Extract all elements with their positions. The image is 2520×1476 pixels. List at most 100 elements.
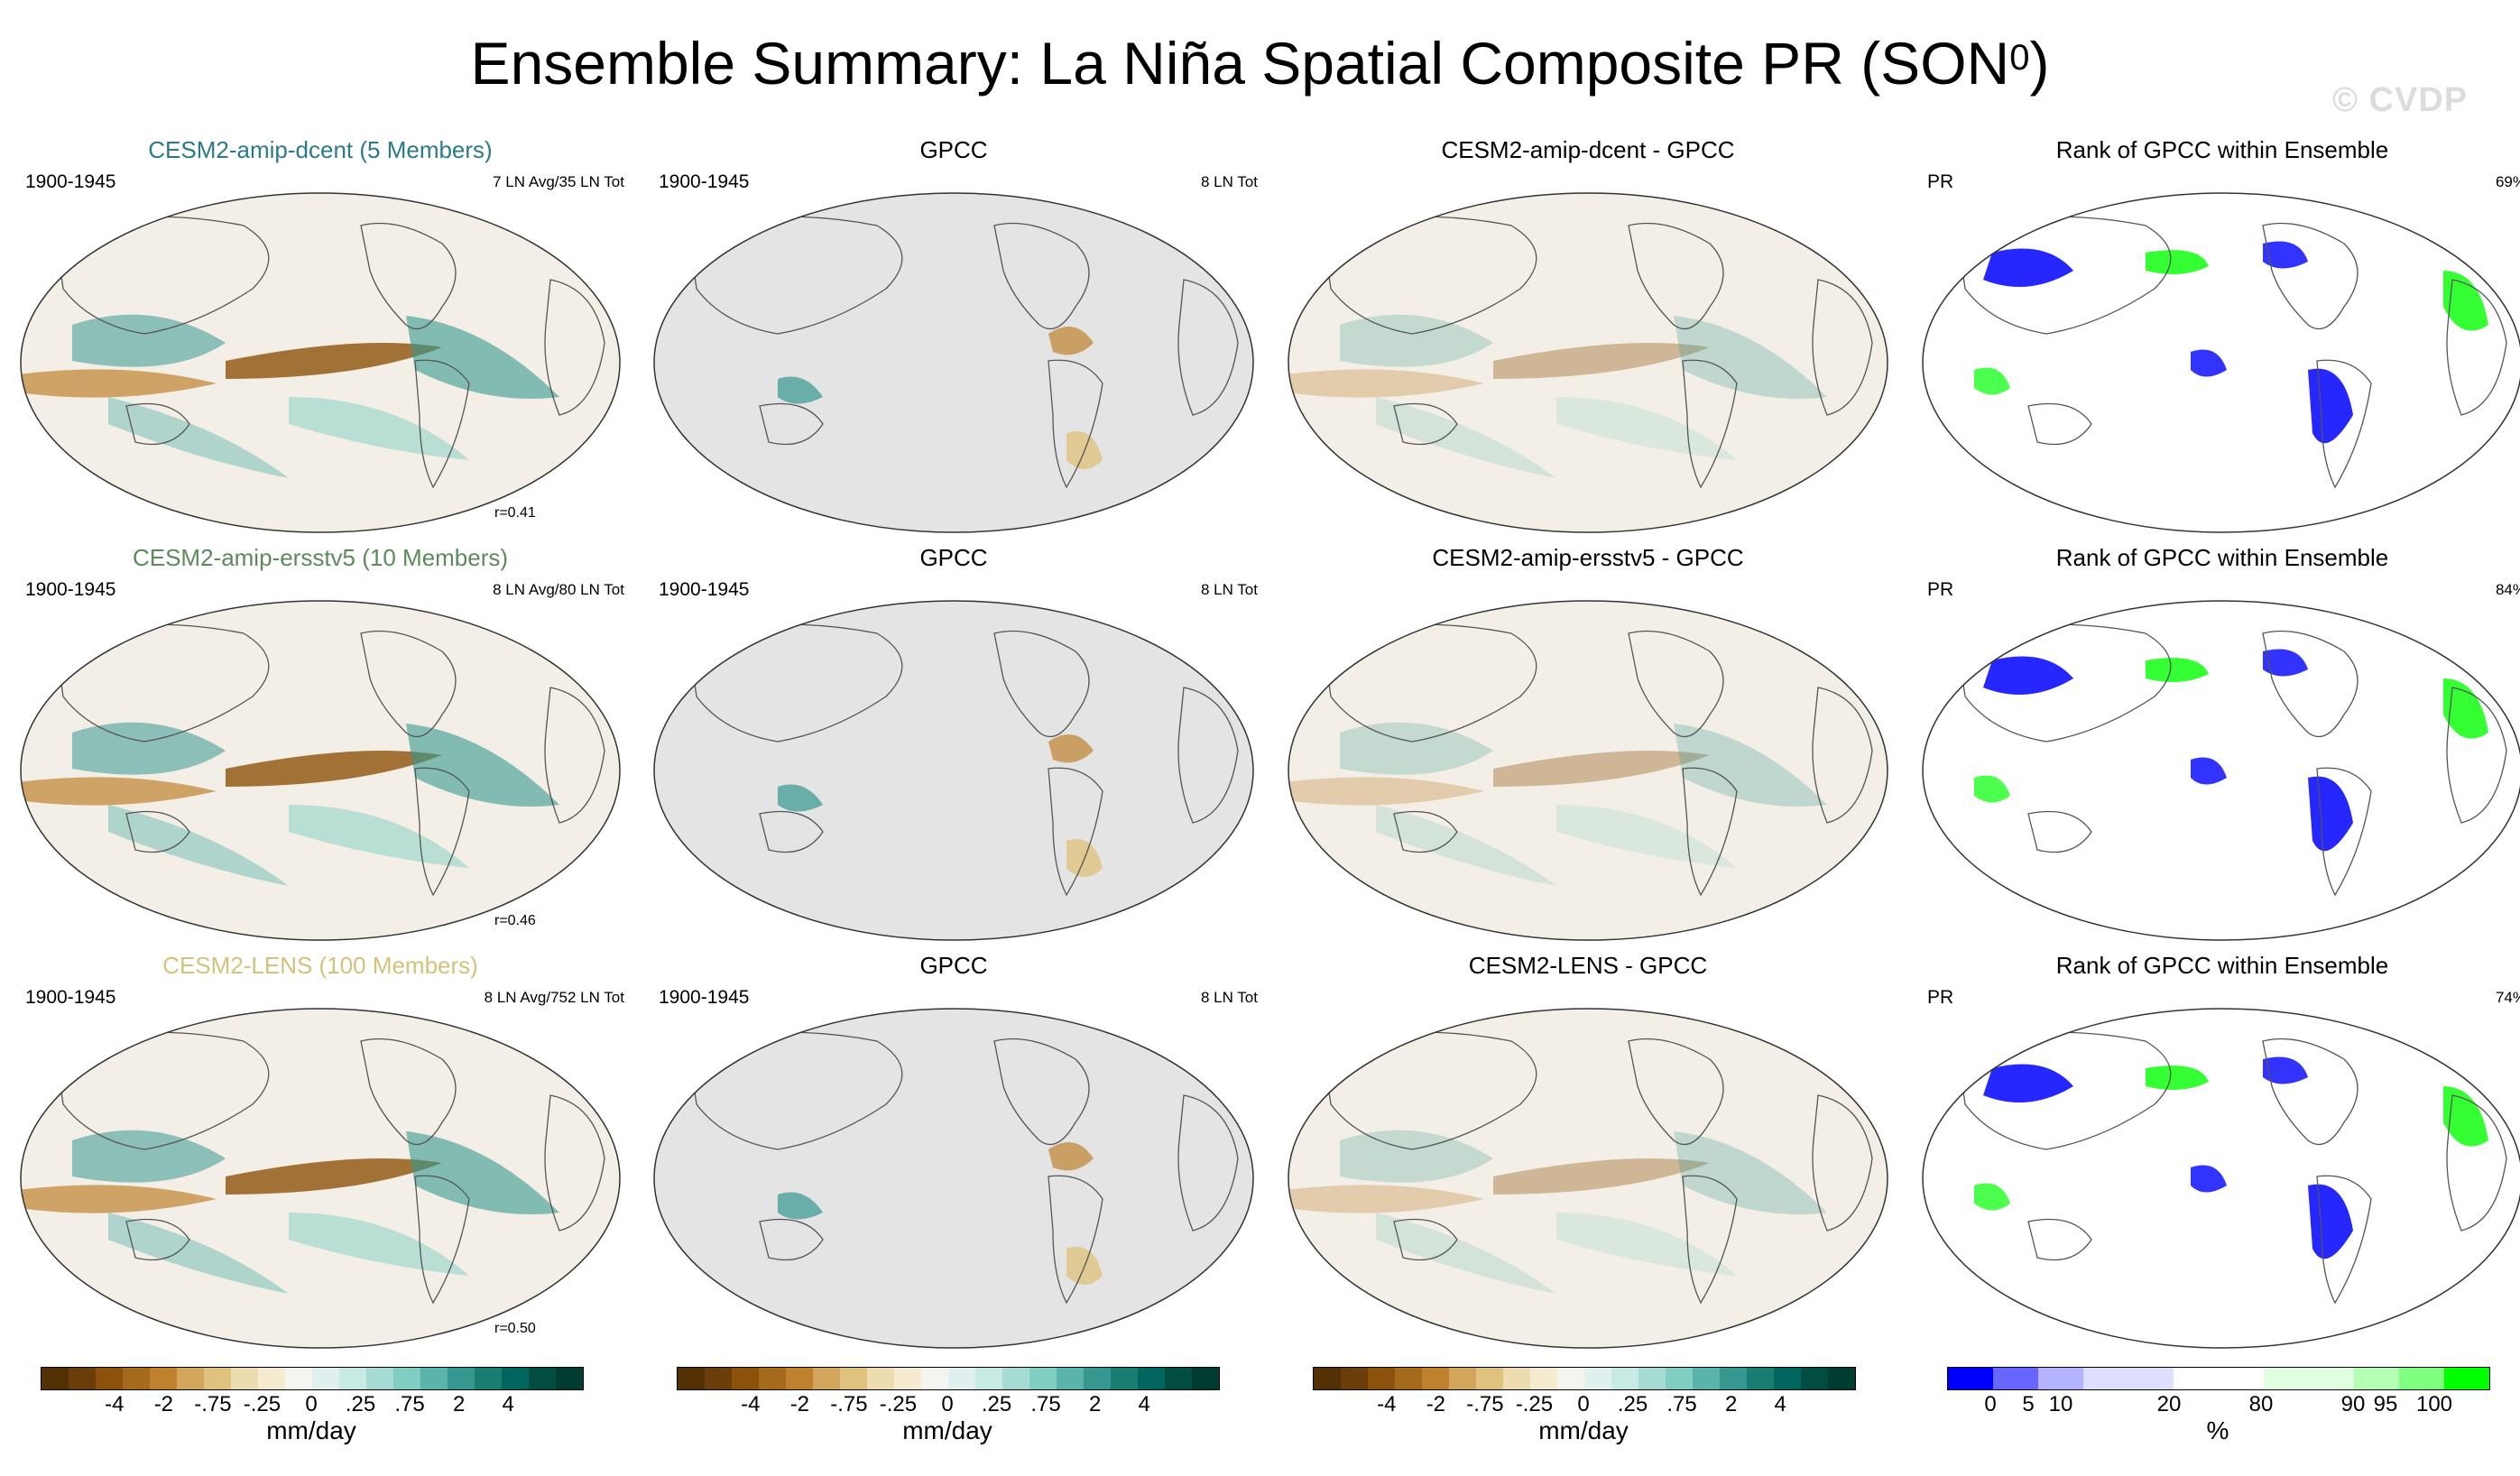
colorbar-tick-label: 0 <box>1577 1392 1590 1416</box>
colorbar-swatch <box>1774 1368 1801 1389</box>
colorbar-swatch <box>2354 1368 2399 1389</box>
colorbar-swatch <box>1314 1368 1341 1389</box>
rank-percent: 74% <box>2495 989 2520 1006</box>
colorbar-swatch <box>786 1368 813 1389</box>
colorbar-swatch <box>123 1368 150 1389</box>
colorbar-swatch <box>1666 1368 1693 1389</box>
panel-title: GPCC <box>919 136 988 163</box>
colorbar-swatch <box>150 1368 177 1389</box>
colorbar-swatch <box>475 1368 502 1389</box>
colorbar-swatch <box>1002 1368 1029 1389</box>
colorbar-swatch <box>1422 1368 1449 1389</box>
colorbar-swatch <box>1165 1368 1192 1389</box>
event-count: 8 LN Tot <box>1200 989 1258 1006</box>
colorbar-tick-label: 4 <box>1774 1392 1786 1416</box>
panel-diff-row1: CESM2-amip-dcent - GPCC <box>1277 135 1899 541</box>
rank-percent: 69% <box>2495 173 2520 190</box>
colorbar-swatch <box>2309 1368 2354 1389</box>
colorbar-swatch <box>1503 1368 1530 1389</box>
colorbar-swatch <box>1057 1368 1084 1389</box>
pattern-correlation: r=0.41 <box>494 505 536 521</box>
colorbar-tick-label: -.75 <box>830 1392 868 1416</box>
colorbar-swatch <box>1948 1368 1993 1389</box>
panel-title: Rank of GPCC within Ensemble <box>2055 544 2389 571</box>
panel-obs-row1: GPCC 1900-1945 8 LN Tot <box>642 135 1265 541</box>
colorbar-swatch <box>1693 1368 1720 1389</box>
colorbar-obs-unit: mm/day <box>902 1416 992 1444</box>
rank-percent: 84% <box>2495 581 2520 598</box>
colorbar-swatch <box>1993 1368 2038 1389</box>
colorbar-tick-label: -2 <box>1426 1392 1446 1416</box>
colorbar-rank-unit: % <box>2206 1416 2229 1444</box>
colorbar-rank <box>1947 1367 2490 1390</box>
colorbar-swatch <box>258 1368 285 1389</box>
panel-title: CESM2-amip-ersstv5 (10 Members) <box>132 544 509 571</box>
colorbar-tick-label: -.25 <box>879 1392 918 1416</box>
colorbar-swatch <box>2038 1368 2083 1389</box>
colorbar-model <box>41 1367 584 1390</box>
colorbar-rank-ticks: 0 5 10 20 80 90 95 100 <box>1947 1392 2506 1419</box>
precip-map <box>20 1008 621 1349</box>
panel-title: CESM2-LENS (100 Members) <box>162 952 478 979</box>
colorbar-swatch <box>813 1368 840 1389</box>
colorbar-diff <box>1313 1367 1856 1390</box>
colorbar-tick-label: .25 <box>981 1392 1012 1416</box>
colorbar-tick-label: -2 <box>789 1392 810 1416</box>
colorbar-tick-label: .25 <box>345 1392 376 1416</box>
panel-title: CESM2-amip-dcent - GPCC <box>1441 136 1735 163</box>
colorbar-swatch <box>840 1368 867 1389</box>
event-count: 8 LN Tot <box>1200 581 1258 598</box>
colorbar-tick-label: .75 <box>394 1392 425 1416</box>
colorbar-tick-label: 90 <box>2340 1392 2366 1416</box>
colorbar-swatch <box>420 1368 448 1389</box>
panel-rank-row2: Rank of GPCC within Ensemble PR 84% <box>1911 543 2520 949</box>
colorbar-swatch <box>2174 1368 2219 1389</box>
colorbar-tick-label: 4 <box>1138 1392 1150 1416</box>
colorbar-swatch <box>1192 1368 1219 1389</box>
colorbar-swatch <box>759 1368 786 1389</box>
event-count: 8 LN Avg/80 LN Tot <box>493 581 624 598</box>
pattern-correlation: r=0.46 <box>494 913 536 928</box>
colorbar-swatch <box>1084 1368 1111 1389</box>
rank-map <box>1922 600 2520 941</box>
colorbar-swatch <box>1801 1368 1828 1389</box>
colorbar-tick-label: -4 <box>741 1392 761 1416</box>
colorbar-swatch <box>1828 1368 1855 1389</box>
panel-model-row3: CESM2-LENS (100 Members) 1900-1945 8 LN Av… <box>9 951 632 1357</box>
precip-map <box>1288 192 1888 533</box>
colorbar-swatch <box>2219 1368 2264 1389</box>
colorbar-swatch <box>556 1368 583 1389</box>
colorbar-swatch <box>1720 1368 1747 1389</box>
colorbar-swatch <box>2128 1368 2174 1389</box>
colorbar-tick-label: 2 <box>452 1392 466 1416</box>
period-label: 1900-1945 <box>659 579 750 600</box>
colorbar-tick-label: 5 <box>2022 1392 2035 1416</box>
colorbar-swatch <box>1611 1368 1638 1389</box>
colorbar-tick-label: -.75 <box>194 1392 232 1416</box>
colorbar-swatch <box>867 1368 894 1389</box>
colorbar-swatch <box>231 1368 258 1389</box>
period-label: 1900-1945 <box>25 579 116 600</box>
pattern-correlation: r=0.50 <box>494 1321 536 1336</box>
colorbar-swatch <box>1111 1368 1138 1389</box>
colorbar-swatch <box>1747 1368 1774 1389</box>
colorbar-tick-label: 4 <box>502 1392 514 1416</box>
colorbar-tick-label: 0 <box>941 1392 954 1416</box>
panel-model-row1: CESM2-amip-dcent (5 Members) 1900-1945 7 L… <box>9 135 632 541</box>
variable-label: PR <box>1927 171 1954 192</box>
colorbar-tick-label: .75 <box>1030 1392 1061 1416</box>
panel-obs-row2: GPCC 1900-1945 8 LN Tot <box>642 543 1265 949</box>
panel-title: CESM2-amip-dcent (5 Members) <box>148 136 493 163</box>
colorbar-swatch <box>1638 1368 1666 1389</box>
precip-map <box>20 600 621 941</box>
event-count: 7 LN Avg/35 LN Tot <box>493 173 624 190</box>
precip-map <box>20 192 621 533</box>
colorbar-tick-label: 0 <box>1984 1392 1997 1416</box>
colorbar-swatch <box>2264 1368 2309 1389</box>
colorbar-diff-unit: mm/day <box>1538 1416 1629 1444</box>
panel-obs-row3: GPCC 1900-1945 8 LN Tot <box>642 951 1265 1357</box>
colorbar-swatch <box>312 1368 339 1389</box>
colorbar-tick-label: 2 <box>1088 1392 1102 1416</box>
colorbar-swatch <box>948 1368 975 1389</box>
panel-diff-row2: CESM2-amip-ersstv5 - GPCC <box>1277 543 1899 949</box>
